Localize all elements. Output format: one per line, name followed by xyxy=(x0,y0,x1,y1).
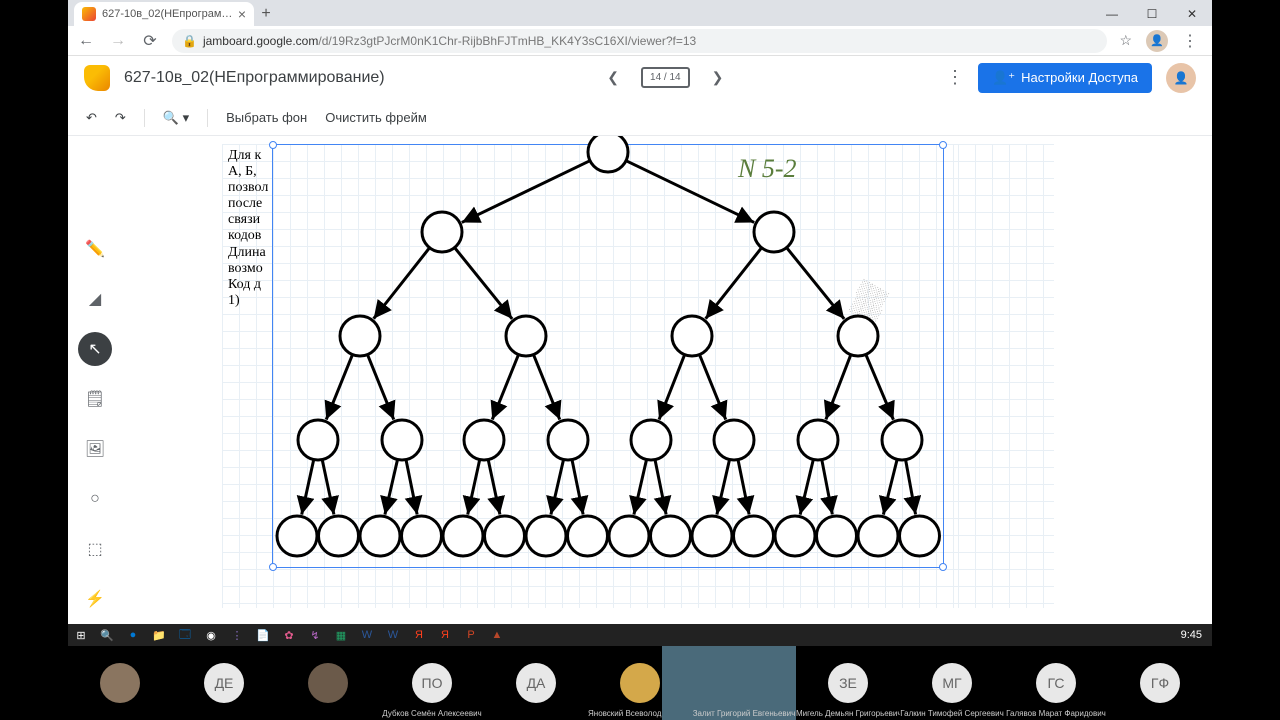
taskbar-icon[interactable]: ▦ xyxy=(332,626,350,644)
taskbar-icon[interactable]: Я xyxy=(436,626,454,644)
taskbar-icon[interactable]: 🔍 xyxy=(98,626,116,644)
next-frame-button[interactable]: ❯ xyxy=(712,69,724,86)
share-label: Настройки Доступа xyxy=(1021,70,1138,85)
taskbar-icon[interactable]: ▲ xyxy=(488,626,506,644)
participant[interactable]: Залит Григорий Евгеньевич xyxy=(692,646,796,720)
new-tab-button[interactable]: + xyxy=(254,2,278,26)
document-title[interactable]: 627-10в_02(НЕпрограммирование) xyxy=(124,69,385,87)
browser-tab[interactable]: 627-10в_02(НЕпрограммирован… × xyxy=(74,2,254,26)
participant[interactable]: ЗЕ Мигель Демьян Григорьевич xyxy=(796,646,900,720)
taskbar-icon[interactable]: W xyxy=(384,626,402,644)
canvas-area: ✏️ ◢ ↖ 🗒 🖼 ○ ⬚ ⚡ Для к А, Б, позвол посл… xyxy=(68,136,1212,616)
taskbar-icon[interactable]: ◉ xyxy=(202,626,220,644)
taskbar-icon[interactable]: 🗔 xyxy=(176,626,194,644)
taskbar-icon[interactable]: ● xyxy=(124,626,142,644)
whiteboard-grid-extra[interactable] xyxy=(958,144,1054,608)
share-button[interactable]: 👤⁺ Настройки Доступа xyxy=(978,63,1152,93)
participant-name: Дубков Семён Алексеевич xyxy=(380,709,484,718)
account-avatar[interactable]: 👤 xyxy=(1166,63,1196,93)
separator xyxy=(207,109,208,127)
url-input[interactable]: 🔒 jamboard.google.com/d/19Rz3gtPJcrM0nK1… xyxy=(172,29,1107,53)
jamboard-logo[interactable] xyxy=(84,65,110,91)
drawing-toolbar: ✏️ ◢ ↖ 🗒 🖼 ○ ⬚ ⚡ xyxy=(78,232,112,616)
participant[interactable]: МГ Галкин Тимофей Сергеевич xyxy=(900,646,1004,720)
taskbar-icon[interactable]: Я xyxy=(410,626,428,644)
zoom-button[interactable]: 🔍 ▾ xyxy=(163,110,189,126)
address-bar: ← → ⟳ 🔒 jamboard.google.com/d/19Rz3gtPJc… xyxy=(68,26,1212,56)
participant-avatar: ГС xyxy=(1036,663,1076,703)
participant-avatar xyxy=(308,663,348,703)
background-button[interactable]: Выбрать фон xyxy=(226,110,307,125)
participant[interactable]: ДЕ xyxy=(172,646,276,720)
text-tool[interactable]: ⬚ xyxy=(78,532,112,566)
laser-tool[interactable]: ⚡ xyxy=(78,582,112,616)
participant-avatar: ГФ xyxy=(1140,663,1180,703)
participant-name: Мигель Демьян Григорьевич xyxy=(796,709,900,718)
participant-name: Залит Григорий Евгеньевич xyxy=(692,709,796,718)
participant-avatar xyxy=(620,663,660,703)
video-conference-strip: ДЕПОДубков Семён АлексеевичДАЯновский Вс… xyxy=(68,646,1212,720)
taskbar-icon[interactable]: 📄 xyxy=(254,626,272,644)
taskbar-icon[interactable]: ⊞ xyxy=(72,626,90,644)
taskbar-icon[interactable]: P xyxy=(462,626,480,644)
jamboard-header: 627-10в_02(НЕпрограммирование) ❮ 14 / 14… xyxy=(68,56,1212,100)
binary-tree-diagram[interactable] xyxy=(272,136,944,568)
clock[interactable]: 9:45 xyxy=(1181,629,1208,641)
eraser-tool[interactable]: ◢ xyxy=(78,282,112,316)
participant-avatar: ПО xyxy=(412,663,452,703)
letterbox-right xyxy=(1212,0,1280,720)
participant-name: Галкин Тимофей Сергеевич xyxy=(900,709,1004,718)
close-tab-icon[interactable]: × xyxy=(238,6,246,22)
participant-avatar: МГ xyxy=(932,663,972,703)
image-tool[interactable]: 🖼 xyxy=(78,432,112,466)
participant-avatar: ДА xyxy=(516,663,556,703)
letterbox-left xyxy=(0,0,68,720)
taskbar-icon[interactable]: W xyxy=(358,626,376,644)
sticky-note-tool[interactable]: 🗒 xyxy=(78,382,112,416)
taskbar-icon[interactable]: ↯ xyxy=(306,626,324,644)
separator xyxy=(144,109,145,127)
tab-title: 627-10в_02(НЕпрограммирован… xyxy=(102,8,234,20)
frame-indicator[interactable]: 14 / 14 xyxy=(641,67,690,88)
participant[interactable] xyxy=(276,646,380,720)
close-window-button[interactable]: ✕ xyxy=(1172,2,1212,26)
person-add-icon: 👤⁺ xyxy=(992,70,1015,86)
windows-taskbar: ⊞🔍●📁🗔◉⋮📄✿↯▦WWЯЯP▲9:45 xyxy=(68,624,1212,646)
browser-menu-icon[interactable]: ⋮ xyxy=(1182,31,1198,51)
taskbar-icon[interactable]: ✿ xyxy=(280,626,298,644)
taskbar-icon[interactable]: 📁 xyxy=(150,626,168,644)
reload-button[interactable]: ⟳ xyxy=(140,31,160,51)
minimize-button[interactable]: — xyxy=(1092,2,1132,26)
forward-button[interactable]: → xyxy=(108,31,128,51)
participant[interactable]: ПО Дубков Семён Алексеевич xyxy=(380,646,484,720)
undo-button[interactable]: ↶ xyxy=(86,110,97,126)
lock-icon: 🔒 xyxy=(182,34,197,48)
back-button[interactable]: ← xyxy=(76,31,96,51)
bookmark-icon[interactable]: ☆ xyxy=(1119,32,1132,49)
browser-window: 627-10в_02(НЕпрограммирован… × + — ☐ ✕ ←… xyxy=(68,0,1212,720)
participant-name: Галявов Марат Фаридович xyxy=(1004,709,1108,718)
maximize-button[interactable]: ☐ xyxy=(1132,2,1172,26)
participant[interactable] xyxy=(68,646,172,720)
participant-avatar xyxy=(100,663,140,703)
redo-button[interactable]: ↷ xyxy=(115,110,126,126)
pen-tool[interactable]: ✏️ xyxy=(78,232,112,266)
clear-frame-button[interactable]: Очистить фрейм xyxy=(325,110,427,125)
taskbar-icon[interactable]: ⋮ xyxy=(228,626,246,644)
more-menu-icon[interactable]: ⋮ xyxy=(946,67,964,88)
tab-bar: 627-10в_02(НЕпрограммирован… × + — ☐ ✕ xyxy=(68,0,1212,26)
participant-avatar: ДЕ xyxy=(204,663,244,703)
prev-frame-button[interactable]: ❮ xyxy=(607,69,619,86)
shape-tool[interactable]: ○ xyxy=(78,482,112,516)
participant[interactable]: ГФ xyxy=(1108,646,1212,720)
url-path: /d/19Rz3gtPJcrM0nK1Chr-RijbBhFJTmHB_KK4Y… xyxy=(318,34,696,48)
participant-avatar: ЗЕ xyxy=(828,663,868,703)
jamboard-favicon xyxy=(82,7,96,21)
select-tool[interactable]: ↖ xyxy=(78,332,112,366)
participant[interactable]: ГС Галявов Марат Фаридович xyxy=(1004,646,1108,720)
profile-avatar[interactable]: 👤 xyxy=(1146,30,1168,52)
participant[interactable]: ДА xyxy=(484,646,588,720)
url-host: jamboard.google.com xyxy=(203,34,318,48)
toolbar: ↶ ↷ 🔍 ▾ Выбрать фон Очистить фрейм xyxy=(68,100,1212,136)
